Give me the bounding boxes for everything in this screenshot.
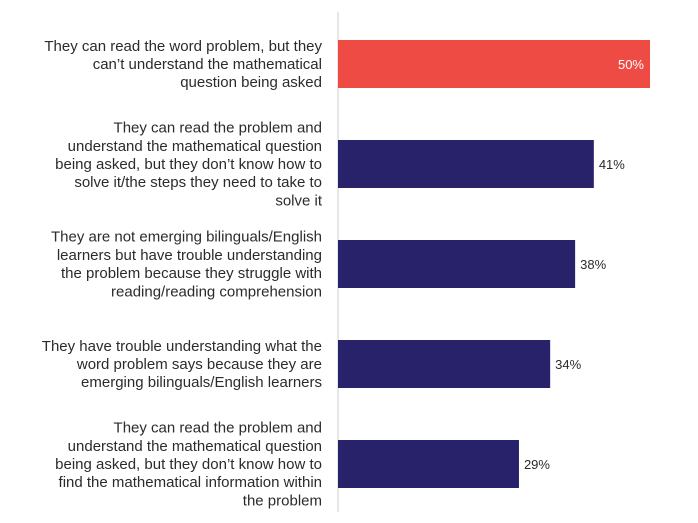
category-label-line: emerging bilinguals/English learners <box>81 374 322 391</box>
value-label-1: 50% <box>618 57 644 72</box>
category-label-line: They can read the word problem, but they <box>44 38 322 55</box>
value-label-3: 38% <box>580 257 606 272</box>
category-label-3: They are not emerging bilinguals/English… <box>51 229 322 301</box>
category-label-line: word problem says because they are <box>76 356 322 373</box>
category-label-line: being asked, but they don’t know how to <box>55 456 322 473</box>
category-label-1: They can read the word problem, but they… <box>44 38 322 91</box>
category-label-line: They are not emerging bilinguals/English <box>51 229 322 246</box>
category-label-line: the problem because they struggle with <box>61 265 322 282</box>
category-label-2: They can read the problem and understand … <box>55 120 323 210</box>
category-label-line: find the mathematical information within <box>59 474 322 491</box>
bar-1 <box>338 40 650 88</box>
category-label-line: understand the mathematical question <box>68 138 322 155</box>
category-labels: They can read the word problem, but they… <box>42 38 323 510</box>
value-label-4: 34% <box>555 357 581 372</box>
bars <box>338 40 650 488</box>
category-label-line: can’t understand the mathematical <box>93 56 322 73</box>
category-label-line: question being asked <box>180 74 322 91</box>
category-label-line: the problem <box>243 492 322 509</box>
bar-4 <box>338 340 551 388</box>
category-label-line: solve it/the steps they need to take to <box>74 174 322 191</box>
category-label-line: being asked, but they don’t know how to <box>55 156 322 173</box>
category-label-4: They have trouble understanding what the… <box>42 338 322 391</box>
category-label-line: understand the mathematical question <box>68 438 322 455</box>
value-label-2: 41% <box>599 157 625 172</box>
category-label-line: They have trouble understanding what the <box>42 338 322 355</box>
bar-2 <box>338 140 594 188</box>
category-label-5: They can read the problem and understand … <box>55 420 322 510</box>
category-label-line: They can read the problem and <box>114 420 322 437</box>
category-label-line: learners but have trouble understanding <box>57 247 322 264</box>
value-label-5: 29% <box>524 457 550 472</box>
bar-5 <box>338 440 519 488</box>
value-labels: 50% 41% 38% 34% 29% <box>524 57 644 472</box>
category-label-line: They can read the problem and <box>114 120 322 137</box>
category-label-line: reading/reading comprehension <box>111 283 322 300</box>
category-label-line: solve it <box>275 192 323 209</box>
bar-3 <box>338 240 576 288</box>
